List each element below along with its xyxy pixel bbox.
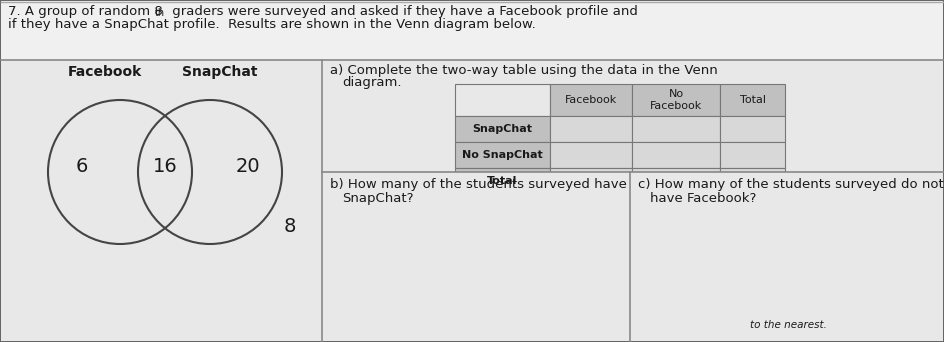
Text: Facebook: Facebook xyxy=(565,95,617,105)
Text: if they have a SnapChat profile.  Results are shown in the Venn diagram below.: if they have a SnapChat profile. Results… xyxy=(8,18,536,31)
Text: Facebook: Facebook xyxy=(68,65,143,79)
Bar xyxy=(455,116,550,142)
Bar xyxy=(550,168,632,194)
Bar xyxy=(322,60,943,172)
Text: have Facebook?: have Facebook? xyxy=(650,192,756,205)
Text: c) How many of the students surveyed do not: c) How many of the students surveyed do … xyxy=(638,178,944,191)
Text: SnapChat?: SnapChat? xyxy=(342,192,413,205)
Bar xyxy=(632,168,720,194)
Text: a) Complete the two-way table using the data in the Venn: a) Complete the two-way table using the … xyxy=(330,64,717,77)
Text: 8: 8 xyxy=(284,218,296,237)
Text: SnapChat: SnapChat xyxy=(473,124,532,134)
Text: graders were surveyed and asked if they have a Facebook profile and: graders were surveyed and asked if they … xyxy=(168,5,638,18)
Bar xyxy=(550,142,632,168)
Text: 16: 16 xyxy=(153,158,177,176)
Bar xyxy=(632,84,720,116)
Text: No
Facebook: No Facebook xyxy=(649,89,702,111)
Bar xyxy=(720,142,785,168)
Text: diagram.: diagram. xyxy=(342,76,401,89)
Bar xyxy=(1,1,943,60)
Bar xyxy=(720,168,785,194)
Text: Total: Total xyxy=(739,95,766,105)
Text: 6: 6 xyxy=(76,158,88,176)
Bar xyxy=(550,84,632,116)
Bar xyxy=(455,142,550,168)
Text: SnapChat: SnapChat xyxy=(182,65,258,79)
Text: No SnapChat: No SnapChat xyxy=(463,150,543,160)
Bar xyxy=(455,168,550,194)
Text: to the nearest.: to the nearest. xyxy=(750,320,827,330)
Text: Total: Total xyxy=(487,176,517,186)
Bar xyxy=(720,84,785,116)
Bar xyxy=(1,60,322,341)
Text: th: th xyxy=(155,8,165,17)
Bar xyxy=(630,172,943,341)
Text: 7. A group of random 8: 7. A group of random 8 xyxy=(8,5,162,18)
Text: b) How many of the students surveyed have: b) How many of the students surveyed hav… xyxy=(330,178,627,191)
Bar xyxy=(720,116,785,142)
Bar xyxy=(632,116,720,142)
Bar xyxy=(455,84,550,116)
Bar xyxy=(550,116,632,142)
Bar xyxy=(322,172,630,341)
Bar xyxy=(632,142,720,168)
Text: 20: 20 xyxy=(236,158,261,176)
